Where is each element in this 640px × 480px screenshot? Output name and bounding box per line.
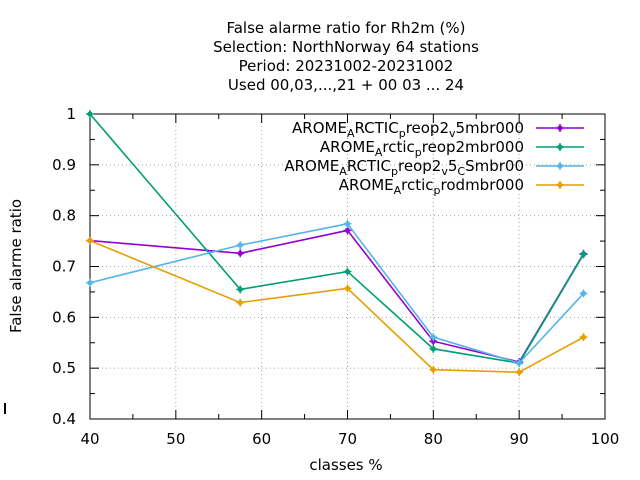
legend-label: AROMEArcticprodmbr000 xyxy=(339,176,524,197)
x-tick-label: 90 xyxy=(510,430,529,448)
data-point xyxy=(236,249,245,258)
series-line xyxy=(89,113,585,364)
data-point xyxy=(429,344,438,353)
data-point xyxy=(556,143,564,151)
data-point xyxy=(515,368,524,377)
chart-title: False alarme ratio for Rh2m (%)Selection… xyxy=(213,19,479,94)
legend: AROMEARCTICpreop2v5mbr000AROMEArcticpreo… xyxy=(284,119,584,197)
title-line: Used 00,03,...,21 + 00 03 ... 24 xyxy=(228,76,464,94)
y-axis-label: False alarme ratio xyxy=(7,199,25,333)
x-tick-label: 60 xyxy=(252,430,271,448)
data-point xyxy=(343,219,352,228)
title-line: Selection: NorthNorway 64 stations xyxy=(213,38,479,56)
series-lines xyxy=(86,110,588,377)
y-tick-label: 0.7 xyxy=(52,258,76,276)
y-tick-label: 1 xyxy=(66,105,76,123)
y-tick-label: 0.4 xyxy=(52,410,76,428)
data-point xyxy=(236,285,245,294)
data-point xyxy=(579,333,588,342)
series-line xyxy=(89,239,584,374)
data-point xyxy=(236,241,245,250)
data-point xyxy=(579,250,588,259)
data-point xyxy=(515,359,524,368)
grid xyxy=(90,114,605,419)
legend-label: AROMEARCTICpreop2v5mbr000 xyxy=(292,119,524,140)
x-tick-label: 40 xyxy=(80,430,99,448)
y-tick-label: 0.9 xyxy=(52,156,76,174)
x-tick-label: 80 xyxy=(424,430,443,448)
data-point xyxy=(86,278,94,287)
data-point xyxy=(429,365,438,374)
ticks: 40 50 60 70 80 90 100 0.4 0.5 0.6 0.7 0.8 0.9 1 xyxy=(4,105,620,448)
data-point xyxy=(343,284,352,293)
y-tick-label: 0.5 xyxy=(52,359,76,377)
series-line xyxy=(89,222,585,364)
data-point xyxy=(86,110,94,118)
data-point xyxy=(429,333,438,342)
y-tick-label: 0.8 xyxy=(52,207,76,225)
data-point xyxy=(556,162,564,170)
x-tick-label: 50 xyxy=(166,430,185,448)
data-point xyxy=(86,236,94,245)
data-point xyxy=(343,267,352,276)
title-line: False alarme ratio for Rh2m (%) xyxy=(226,19,465,37)
series-line xyxy=(89,229,585,363)
y-tick-label: 0.6 xyxy=(52,308,76,326)
data-point xyxy=(579,289,588,298)
title-line: Period: 20231002-20231002 xyxy=(239,57,454,75)
legend-label: AROMEARCTICpreop2v5CSmbr00 xyxy=(284,157,524,178)
x-axis-label: classes % xyxy=(309,456,382,474)
x-tick-label: 70 xyxy=(338,430,357,448)
legend-label: AROMEArcticpreop2mbr000 xyxy=(320,138,524,159)
data-point xyxy=(236,298,245,307)
data-point xyxy=(556,124,564,132)
x-tick-label: 100 xyxy=(591,430,620,448)
data-point xyxy=(556,181,564,189)
